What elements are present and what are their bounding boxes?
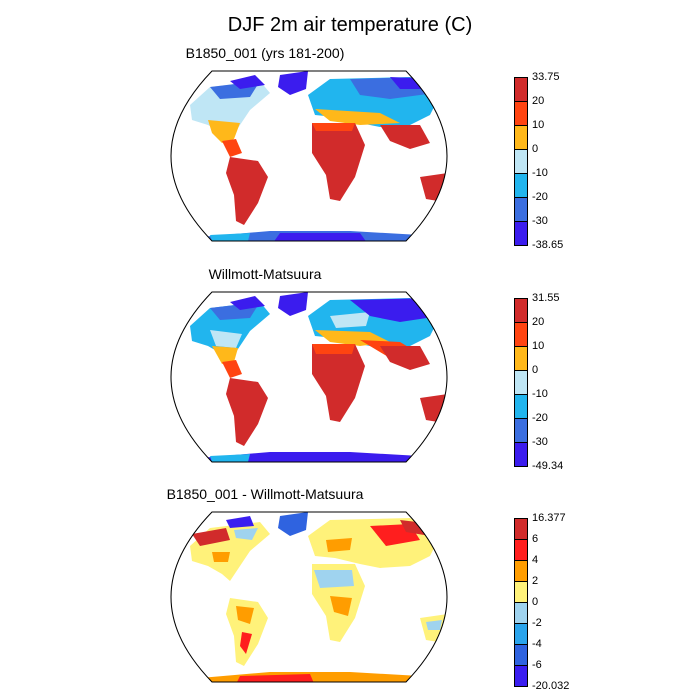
figure-title: DJF 2m air temperature (C) (227, 14, 473, 36)
panel-difference: B1850_001 - Willmott-Matsuura (0, 486, 700, 700)
colorbar-segment (514, 623, 528, 645)
colorbar-segment (514, 665, 528, 687)
colorbar-segment (514, 518, 528, 540)
colorbar-label: -20.032 (532, 680, 570, 692)
colorbar-segment (514, 149, 528, 174)
colorbar-label: 0 (532, 143, 539, 155)
land-australia (420, 394, 447, 424)
colorbar-label: -10 (532, 388, 548, 400)
colorbar-segment (514, 125, 528, 150)
land-antarctica (200, 452, 420, 462)
colorbar-segment (514, 581, 528, 603)
colorbar-segment (514, 370, 528, 395)
colorbar-label: 6 (532, 533, 539, 545)
panel-observations: Willmott-Matsuura 31.55 20 10 0 -10- (0, 266, 700, 476)
colorbar-label: -20 (532, 412, 548, 424)
colorbar-label: -6 (532, 659, 542, 671)
panel-title: B1850_001 (yrs 181-200) (185, 45, 345, 61)
colorbar-label: -2 (532, 617, 542, 629)
colorbar-label: 33.75 (532, 71, 560, 83)
colorbar-segment (514, 442, 528, 467)
colorbar-label: 4 (532, 554, 539, 566)
land-australia (420, 173, 447, 203)
panel-title: B1850_001 - Willmott-Matsuura (166, 486, 364, 502)
colorbar-label: -30 (532, 436, 548, 448)
colorbar-label: 0 (532, 364, 539, 376)
land-africa (312, 123, 365, 201)
colorbar-segment (514, 322, 528, 347)
colorbar-label: 10 (532, 119, 545, 131)
colorbar-label: 10 (532, 340, 545, 352)
colorbar-label: -4 (532, 638, 542, 650)
colorbar-label: -49.34 (532, 460, 564, 472)
colorbar-label: 2 (532, 575, 539, 587)
colorbar-segment (514, 602, 528, 624)
land-south-america (226, 157, 268, 225)
colorbar-segment (514, 298, 528, 323)
colorbar-segment (514, 173, 528, 198)
map-observed-temperature (170, 291, 448, 463)
colorbar-segment (514, 644, 528, 666)
colorbar-segment (514, 539, 528, 561)
colorbar-segment (514, 346, 528, 371)
colorbar-label: 31.55 (532, 292, 560, 304)
colorbar-label: 16.377 (532, 512, 566, 524)
panel-model: B1850_001 (yrs 181-200) (0, 45, 700, 255)
colorbar-segment (514, 394, 528, 419)
colorbar-segment (514, 560, 528, 582)
land-africa (312, 344, 365, 422)
map-temperature-difference (170, 511, 448, 683)
panel-title: Willmott-Matsuura (208, 266, 322, 282)
colorbar-segment (514, 418, 528, 443)
land-south-america (226, 598, 268, 666)
map-model-temperature (170, 70, 448, 242)
colorbar-segment (514, 77, 528, 102)
colorbar-segment (514, 221, 528, 246)
colorbar-label: -10 (532, 167, 548, 179)
colorbar-label: 0 (532, 596, 539, 608)
colorbar-label: 20 (532, 316, 545, 328)
land-south-america (226, 378, 268, 446)
colorbar-label: 20 (532, 95, 545, 107)
colorbar-label: -30 (532, 215, 548, 227)
colorbar-segment (514, 101, 528, 126)
colorbar-label: -38.65 (532, 239, 564, 251)
colorbar-segment (514, 197, 528, 222)
colorbar-label: -20 (532, 191, 548, 203)
